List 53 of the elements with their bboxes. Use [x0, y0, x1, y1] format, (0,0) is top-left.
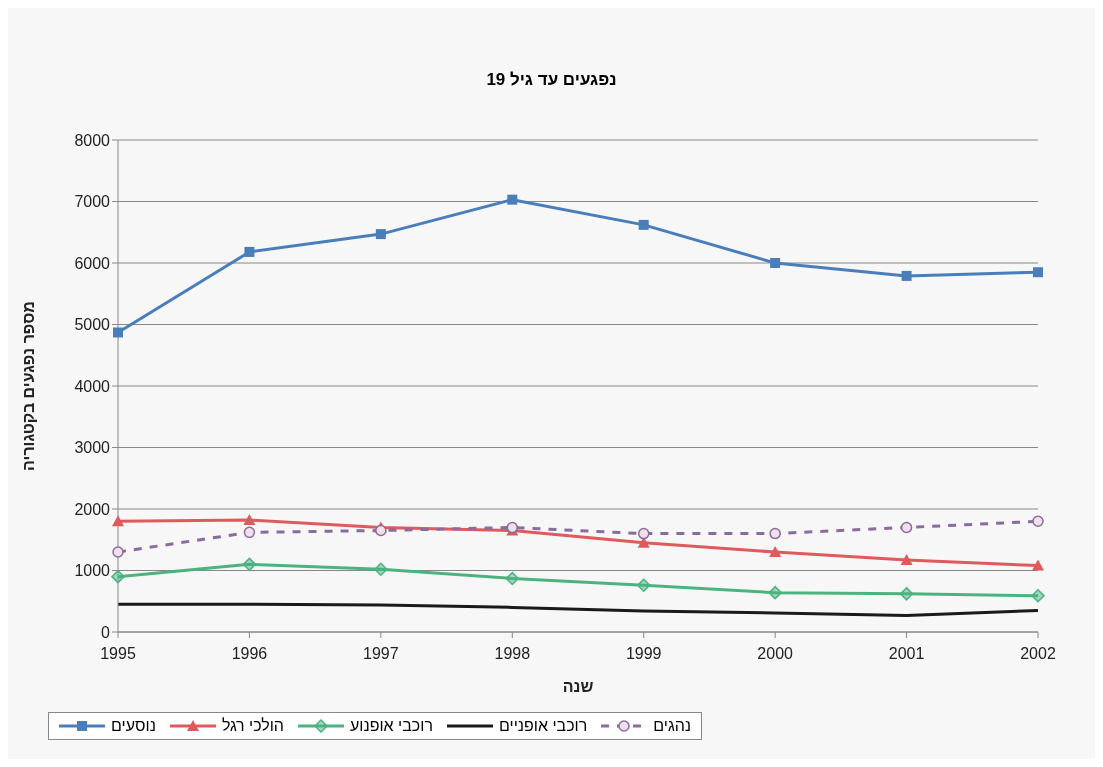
x-axis-title: שנה: [562, 678, 594, 695]
point: [111, 569, 125, 584]
y-tick-label: 1000: [74, 562, 111, 580]
x-tick-label: 2000: [757, 645, 794, 663]
y-tick-label: 4000: [74, 377, 111, 395]
legend-label: הולכי רגל: [221, 717, 284, 735]
x-tick-label: 1999: [625, 645, 662, 663]
point: [243, 526, 256, 539]
y-tick-label: 8000: [74, 131, 111, 149]
y-tick-label: 5000: [74, 316, 111, 334]
point: [505, 571, 520, 586]
y-tick-label: 0: [101, 623, 111, 641]
point: [637, 527, 650, 540]
y-tick-label: 2000: [74, 500, 111, 518]
point: [375, 524, 387, 537]
x-tick-label: 1998: [494, 645, 531, 663]
x-tick-label: 1996: [231, 645, 268, 663]
point: [900, 521, 913, 534]
point: [768, 585, 782, 600]
point: [112, 515, 124, 527]
line-series: [116, 602, 1040, 617]
point: [900, 554, 913, 566]
x-tick-label: 1997: [363, 645, 399, 663]
point: [769, 546, 782, 558]
point: [242, 557, 257, 572]
point: [243, 514, 256, 526]
point: [375, 229, 386, 240]
y-tick-label: 7000: [74, 193, 111, 211]
point: [899, 587, 914, 601]
x-tick-label: 1995: [100, 645, 136, 663]
point: [244, 246, 255, 257]
point: [901, 270, 912, 281]
legend-label: נוסעים: [111, 717, 156, 735]
legend-label: רוכבי אופנוע: [350, 717, 433, 735]
legend-label: נהגים: [653, 717, 692, 735]
point: [638, 219, 649, 230]
point: [1032, 559, 1044, 571]
legend-label: רוכבי אופניים: [498, 717, 588, 735]
point: [770, 258, 781, 268]
point: [507, 194, 518, 205]
point: [1033, 267, 1043, 278]
point: [374, 562, 388, 577]
chart-title: נפגעים עד גיל 19: [485, 69, 618, 91]
y-tick-label: 3000: [74, 439, 111, 457]
y-axis-title: מספר נפגעים בקטגוריה: [19, 301, 37, 471]
y-tick-label: 6000: [74, 254, 111, 272]
point: [769, 527, 781, 540]
point: [1032, 515, 1044, 528]
point: [636, 578, 651, 593]
x-tick-label: 2002: [1020, 645, 1056, 663]
point: [1031, 588, 1045, 603]
x-tick-label: 2001: [888, 645, 925, 663]
point: [112, 546, 124, 558]
